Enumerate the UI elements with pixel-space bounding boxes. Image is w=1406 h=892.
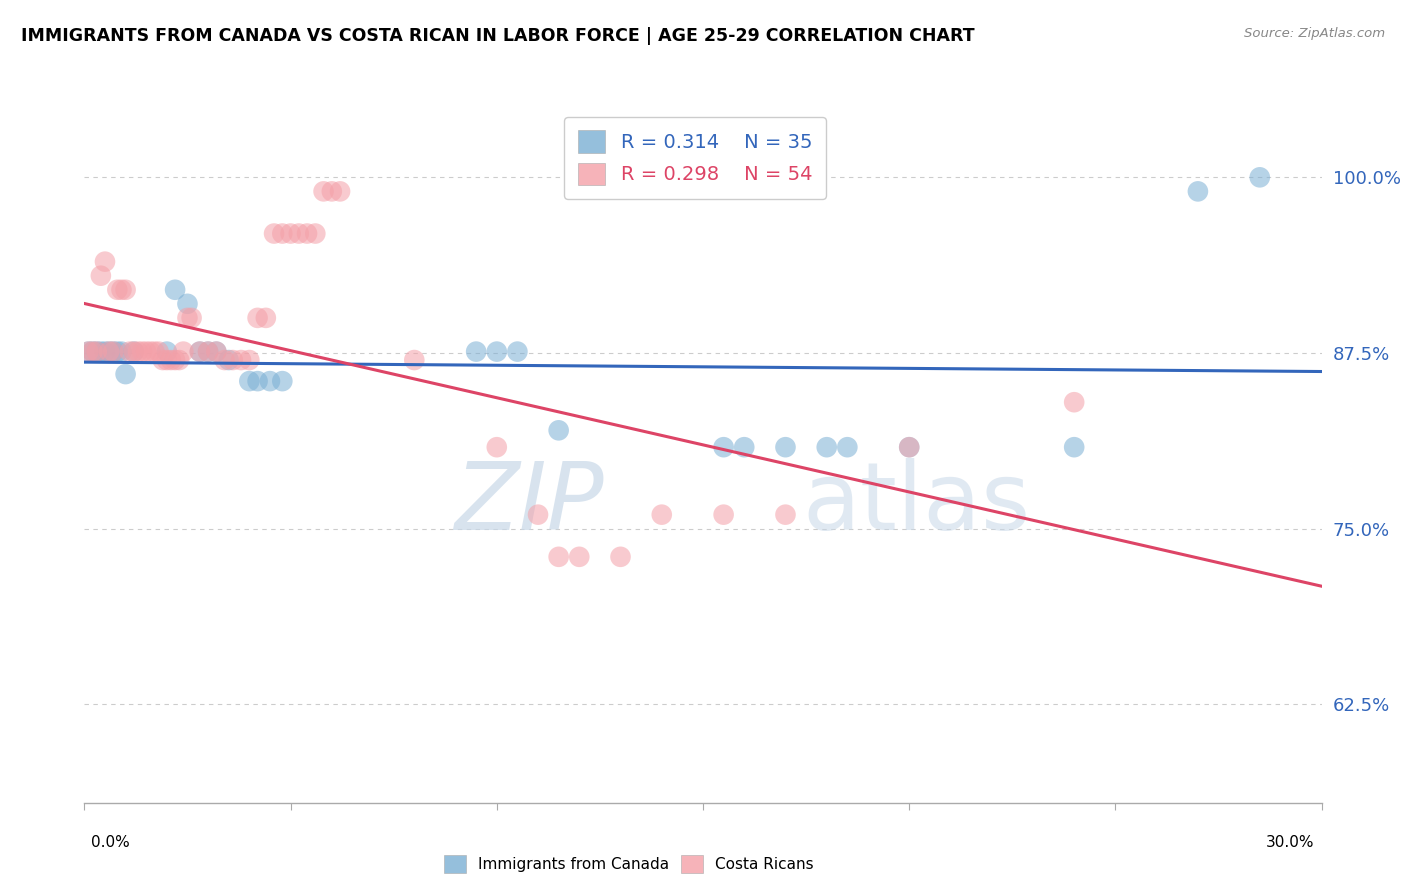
Point <box>90 268 112 283</box>
Point <box>143 344 166 359</box>
Point <box>238 353 260 368</box>
Point <box>609 549 631 564</box>
Point <box>775 440 797 454</box>
Point <box>114 283 136 297</box>
Point <box>156 344 179 359</box>
Point <box>321 185 343 199</box>
Point <box>263 227 285 241</box>
Point <box>485 344 508 359</box>
Point <box>506 344 529 359</box>
Legend: Immigrants from Canada, Costa Ricans: Immigrants from Canada, Costa Ricans <box>439 849 820 879</box>
Point <box>229 353 252 368</box>
Point <box>176 297 198 311</box>
Point <box>713 440 735 454</box>
Point <box>165 283 187 297</box>
Point <box>547 549 569 564</box>
Point <box>205 344 228 359</box>
Point <box>148 344 170 359</box>
Point <box>733 440 755 454</box>
Point <box>1187 185 1209 199</box>
Point <box>135 344 157 359</box>
Point <box>485 440 508 454</box>
Point <box>197 344 219 359</box>
Point <box>288 227 311 241</box>
Point <box>271 227 294 241</box>
Point <box>527 508 550 522</box>
Point <box>246 310 269 325</box>
Point <box>160 353 183 368</box>
Text: 0.0%: 0.0% <box>91 836 131 850</box>
Point <box>172 344 194 359</box>
Point <box>1063 440 1085 454</box>
Text: Source: ZipAtlas.com: Source: ZipAtlas.com <box>1244 27 1385 40</box>
Point <box>94 254 117 268</box>
Point <box>110 344 132 359</box>
Point <box>568 549 591 564</box>
Text: IMMIGRANTS FROM CANADA VS COSTA RICAN IN LABOR FORCE | AGE 25-29 CORRELATION CHA: IMMIGRANTS FROM CANADA VS COSTA RICAN IN… <box>21 27 974 45</box>
Point <box>105 344 128 359</box>
Text: ZIP: ZIP <box>454 458 605 549</box>
Point <box>329 185 352 199</box>
Point <box>547 423 569 437</box>
Point <box>77 344 100 359</box>
Point <box>110 283 132 297</box>
Point <box>188 344 211 359</box>
Point <box>898 440 921 454</box>
Point <box>98 344 121 359</box>
Point <box>304 227 326 241</box>
Point <box>114 367 136 381</box>
Point <box>165 353 187 368</box>
Point <box>188 344 211 359</box>
Point <box>238 374 260 388</box>
Point <box>167 353 190 368</box>
Point <box>404 353 426 368</box>
Point <box>94 344 117 359</box>
Point <box>131 344 153 359</box>
Point <box>218 353 240 368</box>
Point <box>122 344 145 359</box>
Text: 30.0%: 30.0% <box>1267 836 1315 850</box>
Point <box>259 374 281 388</box>
Point <box>118 344 141 359</box>
Point <box>139 344 162 359</box>
Point <box>82 344 104 359</box>
Point <box>295 227 318 241</box>
Point <box>152 353 174 368</box>
Point <box>180 310 202 325</box>
Point <box>205 344 228 359</box>
Point <box>156 353 179 368</box>
Point <box>898 440 921 454</box>
Point <box>254 310 277 325</box>
Point <box>197 344 219 359</box>
Point <box>312 185 335 199</box>
Point <box>127 344 149 359</box>
Point <box>815 440 838 454</box>
Point <box>122 344 145 359</box>
Point <box>222 353 245 368</box>
Point <box>246 374 269 388</box>
Point <box>176 310 198 325</box>
Point <box>271 374 294 388</box>
Point <box>77 344 100 359</box>
Point <box>103 344 125 359</box>
Point <box>280 227 302 241</box>
Point <box>82 344 104 359</box>
Point <box>837 440 859 454</box>
Text: atlas: atlas <box>801 458 1031 549</box>
Point <box>98 344 121 359</box>
Point <box>775 508 797 522</box>
Point <box>90 344 112 359</box>
Point <box>105 283 128 297</box>
Point <box>86 344 108 359</box>
Point <box>103 344 125 359</box>
Point <box>86 344 108 359</box>
Point <box>1249 170 1271 185</box>
Point <box>465 344 488 359</box>
Point <box>1063 395 1085 409</box>
Point <box>651 508 673 522</box>
Point <box>713 508 735 522</box>
Point <box>214 353 236 368</box>
